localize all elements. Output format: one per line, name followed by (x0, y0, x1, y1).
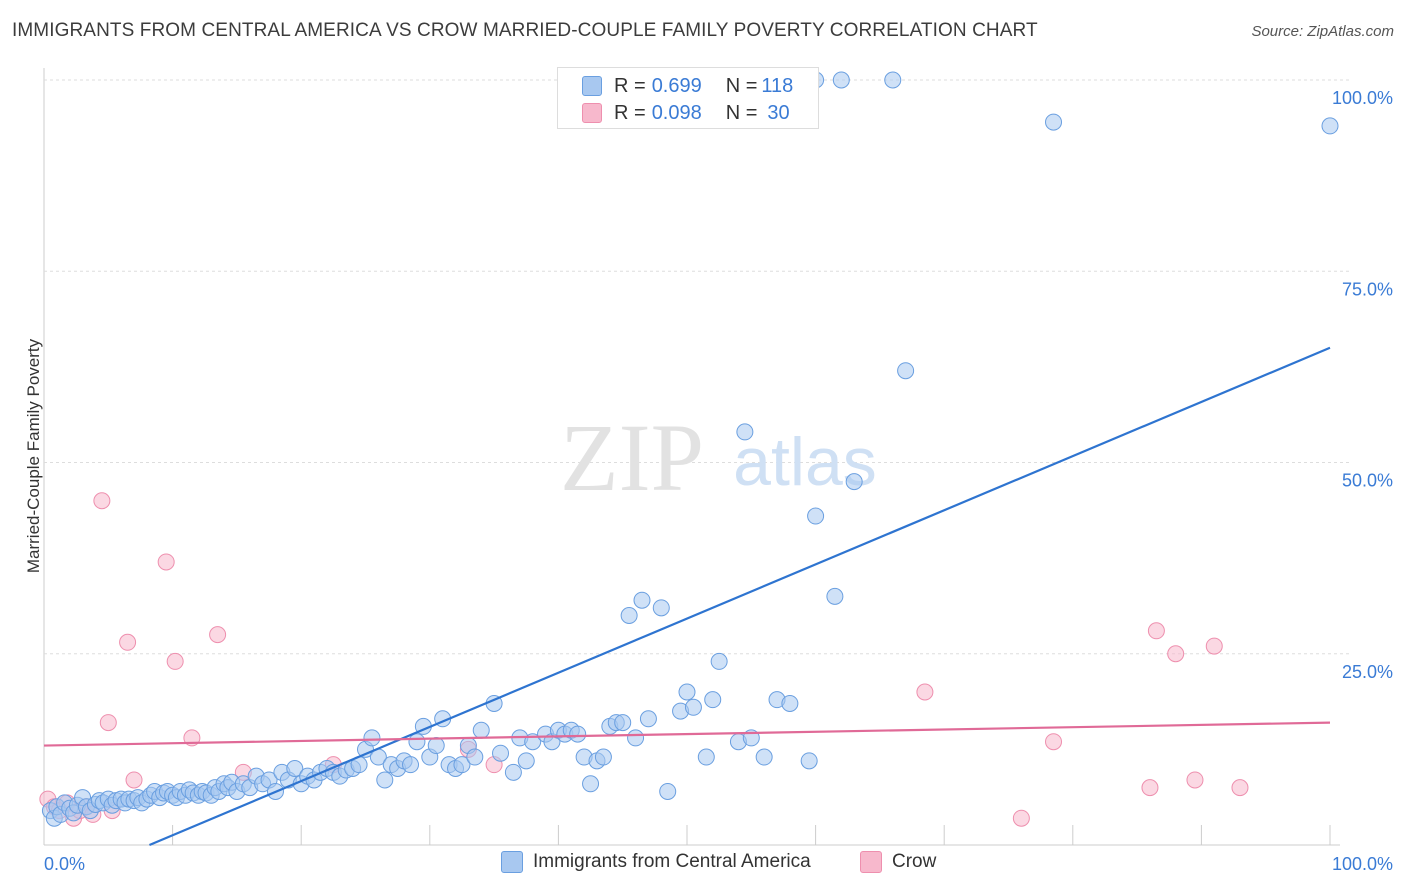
immigrants-point (736, 423, 754, 441)
crow-trend-line (43, 721, 1331, 747)
crow-point (209, 626, 227, 644)
legend-swatch-pink (582, 103, 602, 123)
legend-swatch-pink (860, 851, 882, 873)
immigrants-point (807, 507, 825, 525)
immigrants-point (704, 691, 722, 709)
crow-point (166, 652, 184, 670)
source-label: Source: ZipAtlas.com (1251, 23, 1394, 40)
tick-labels: 25.0% 50.0% 75.0% 100.0% 0.0% 100.0% (44, 88, 1393, 874)
immigrants-point (569, 725, 587, 743)
crow-point (1186, 771, 1204, 789)
immigrants-point (897, 362, 915, 380)
crow-point (125, 771, 143, 789)
immigrants-point (1045, 113, 1063, 131)
crow-point (99, 714, 117, 732)
immigrants-point (826, 587, 844, 605)
immigrants-point (710, 652, 728, 670)
crow-point (1045, 733, 1063, 751)
immigrants-point (684, 698, 702, 716)
immigrants-point (466, 748, 484, 766)
y-axis-label: Married-Couple Family Poverty (24, 338, 43, 574)
immigrants-point (427, 737, 445, 755)
legend-label-crow: Crow (892, 851, 937, 872)
legend-r-label: R = (614, 74, 646, 97)
watermark: ZIP atlas (560, 404, 877, 511)
legend-item-crow: Crow (860, 851, 936, 873)
immigrants-point (755, 748, 773, 766)
legend-n-label: N = (725, 101, 758, 124)
legend-swatch-blue (582, 76, 602, 96)
immigrants-point (639, 710, 657, 728)
crow-point (1141, 779, 1159, 797)
crow-point (119, 633, 137, 651)
legend-row-immigrants: R = 0.699 N = 118 (582, 73, 794, 99)
legend-item-immigrants: Immigrants from Central America (501, 851, 811, 873)
immigrants-point (845, 473, 863, 491)
immigrants-point (614, 714, 632, 732)
crow-point (157, 553, 175, 571)
immigrants-point (800, 752, 818, 770)
immigrants-point (582, 775, 600, 793)
immigrants-point (402, 756, 420, 774)
immigrants-point (472, 721, 490, 739)
legend-swatch-blue (501, 851, 523, 873)
immigrants-point (832, 71, 850, 89)
immigrants-point (517, 752, 535, 770)
grid-lines (43, 68, 1350, 846)
y-tick-label: 75.0% (1342, 279, 1393, 299)
immigrants-point (633, 591, 651, 609)
x-tick-label: 0.0% (44, 854, 85, 874)
crow-point (1012, 809, 1030, 827)
immigrants-point (884, 71, 902, 89)
legend-r-value: 0.699 (651, 74, 702, 97)
immigrants-point (453, 756, 471, 774)
immigrants-point (781, 694, 799, 712)
trend-lines (43, 346, 1331, 847)
immigrants-point (697, 748, 715, 766)
crow-point (1167, 645, 1185, 663)
legend-n-value: 118 (761, 74, 794, 97)
legend-r-label: R = (614, 101, 646, 124)
immigrants-point (504, 763, 522, 781)
immigrants-point (594, 748, 612, 766)
correlation-legend: R = 0.699 N = 118 R = 0.098 N = 30 (557, 67, 819, 129)
immigrants-points (41, 71, 1339, 827)
crow-point (1205, 637, 1223, 655)
y-tick-label: 100.0% (1332, 88, 1393, 108)
immigrants-point (652, 599, 670, 617)
crow-point (1147, 622, 1165, 640)
legend-row-crow: R = 0.098 N = 30 (582, 100, 790, 126)
immigrants-point (659, 782, 677, 800)
legend-r-value: 0.098 (651, 101, 702, 124)
crow-point (1231, 779, 1249, 797)
immigrants-point (286, 760, 304, 777)
immigrants-point (627, 729, 645, 747)
crow-point (93, 492, 111, 510)
watermark-zip: ZIP (560, 404, 704, 511)
immigrants-point (408, 733, 426, 751)
immigrants-point (620, 607, 638, 624)
immigrants-point (376, 771, 394, 789)
immigrants-point (363, 729, 381, 747)
immigrants-point (1321, 117, 1339, 135)
legend-n-label: N = (725, 74, 758, 97)
chart-title: IMMIGRANTS FROM CENTRAL AMERICA VS CROW … (12, 20, 1038, 41)
immigrants-point (492, 744, 510, 762)
series-legend: Immigrants from Central America Crow (0, 851, 1406, 879)
legend-n-value: 30 (767, 101, 790, 124)
immigrants-trend-line (149, 346, 1331, 847)
y-tick-label: 50.0% (1342, 471, 1393, 491)
immigrants-point (678, 683, 696, 701)
y-tick-label: 25.0% (1342, 662, 1393, 682)
y-axis-label-wrap: Married-Couple Family Poverty (6, 0, 46, 892)
x-tick-label: 100.0% (1332, 854, 1393, 874)
legend-label-immigrants: Immigrants from Central America (533, 851, 811, 872)
crow-point (916, 683, 934, 701)
